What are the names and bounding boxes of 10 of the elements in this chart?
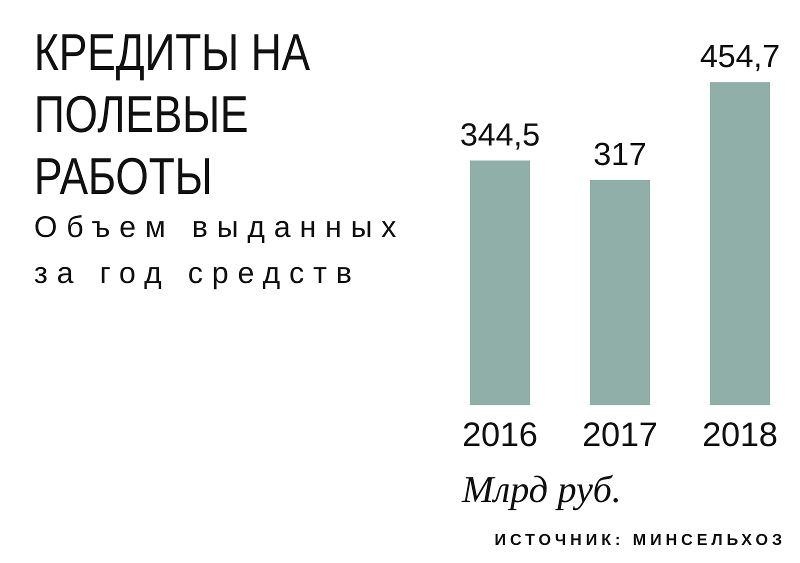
text: Млрд руб. (462, 468, 622, 512)
text: ИСТОЧНИК: МИНСЕЛЬХОЗ (494, 532, 786, 550)
data-label: 454,7 (700, 38, 780, 74)
data-label: 317 (593, 136, 647, 172)
x-tick-label: 2018 (702, 416, 778, 454)
chart-title: КРЕДИТЫ НА ПОЛЕВЫЕ РАБОТЫ (34, 23, 312, 208)
x-tick-label: 2017 (582, 416, 658, 454)
data-label: 344,5 (460, 116, 540, 152)
text: Объем выданных за год средств (34, 210, 406, 292)
x-tick-label: 2016 (462, 416, 538, 454)
